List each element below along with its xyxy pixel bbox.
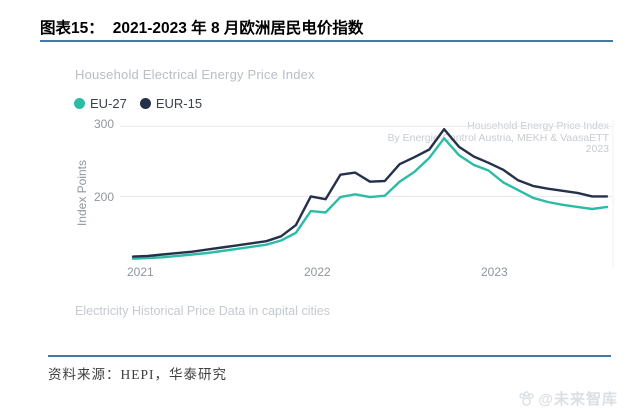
x-tick-2023: 2023 [481,265,508,279]
chart-caption: Electricity Historical Price Data in cap… [75,304,330,318]
chart-source-annotation: Household Energy Price Index By Energie-… [387,120,609,156]
legend-item-eur15: EUR-15 [139,96,203,111]
source-text: 资料来源：HEPI，华泰研究 [48,367,227,382]
watermark: @未来智库 [518,388,618,409]
annotation-line-3: 2023 [585,143,609,155]
series-line-eu-27 [131,137,609,260]
title-underline [40,40,613,42]
legend-label-eur15: EUR-15 [155,96,203,111]
legend-dot-eu27-icon [74,98,85,109]
y-tick-200: 200 [93,190,114,204]
watermark-logo-icon [519,391,535,406]
figure-header: 图表15： 2021-2023 年 8 月欧洲居民电价指数 [40,19,615,39]
annotation-line-1: Household Energy Price Index [467,120,609,132]
legend-label-eu27: EU-27 [90,96,127,111]
footer-rule [48,355,611,357]
watermark-text: @未来智库 [538,391,618,408]
annotation-line-2: By Energie-Control Austria, MEKH & Vaasa… [387,131,609,144]
figure-label: 图表15： [40,20,104,37]
figure-title: 2021-2023 年 8 月欧洲居民电价指数 [112,20,364,37]
y-tick-300: 300 [93,117,114,131]
chart-legend: EU-27 EUR-15 [74,96,202,111]
y-axis-label: Index Points [75,159,89,227]
chart-title: Household Electrical Energy Price Index [75,67,315,82]
x-tick-2022: 2022 [304,265,331,279]
legend-item-eu27: EU-27 [74,96,127,111]
x-tick-2021: 2021 [127,265,154,279]
legend-dot-eur15-icon [139,98,151,109]
